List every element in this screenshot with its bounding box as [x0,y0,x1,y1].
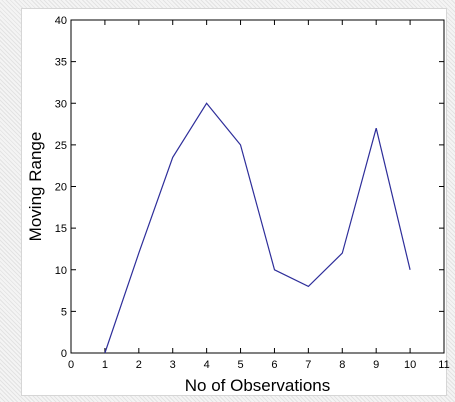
plot-frame [70,19,445,354]
y-tick-label: 5 [61,306,67,318]
x-tick-label: 3 [170,359,176,371]
x-tick-label: 8 [339,359,345,371]
y-tick-label: 0 [61,348,67,360]
x-axis-title: No of Observations [185,376,331,395]
y-tick-label: 20 [55,182,67,194]
y-tick-label: 30 [55,98,67,110]
x-axis-ticks: 0 1 2 3 4 5 6 7 8 9 10 11 [68,20,450,371]
x-tick-label: 0 [68,359,74,371]
x-tick-label: 2 [136,359,142,371]
y-tick-label: 25 [55,140,67,152]
chart-panel [21,8,447,396]
y-tick-label: 35 [55,57,67,69]
x-tick-label: 10 [404,359,416,371]
x-tick-label: 7 [305,359,311,371]
y-tick-label: 15 [55,223,67,235]
x-tick-label: 1 [102,359,108,371]
y-tick-label: 10 [55,265,67,277]
x-tick-label: 6 [271,359,277,371]
y-tick-label: 40 [55,15,67,27]
x-tick-label: 11 [438,359,449,371]
x-tick-label: 5 [237,359,243,371]
y-axis-ticks: 0 5 10 15 20 25 30 35 40 [55,15,444,360]
x-tick-label: 4 [204,359,210,371]
plot-area: 0 1 2 3 4 5 6 7 8 9 10 11 0 5 10 15 20 25 30 35 40 [55,15,450,371]
series-line [104,102,411,354]
x-tick-label: 9 [373,359,379,371]
series-group [104,102,411,354]
y-axis-title: Moving Range [26,132,45,242]
